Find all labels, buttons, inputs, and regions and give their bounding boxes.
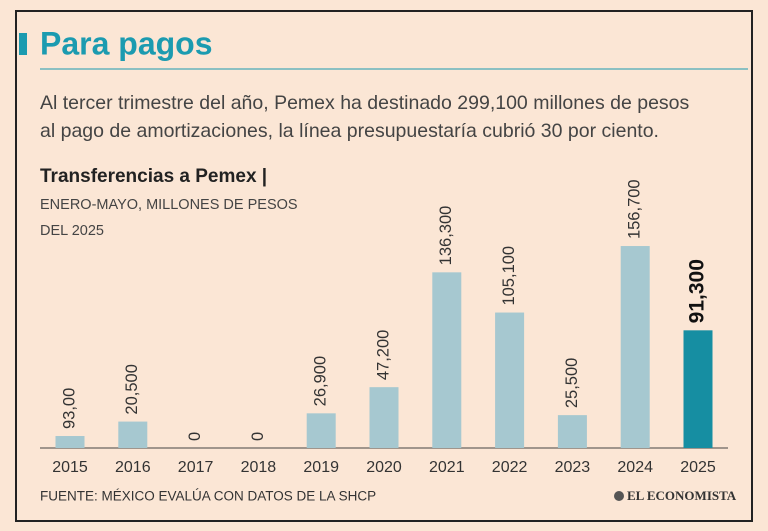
subtitle: Al tercer trimestre del año, Pemex ha de… xyxy=(40,92,690,114)
bar xyxy=(118,421,148,448)
value-label: 26,900 xyxy=(312,356,330,406)
x-tick-label: 2018 xyxy=(241,459,277,476)
bar xyxy=(55,436,85,448)
value-label: 25,500 xyxy=(563,358,581,408)
x-tick-label: 2022 xyxy=(492,459,528,476)
value-label: 105,100 xyxy=(500,246,518,306)
value-label: 93,00 xyxy=(60,388,78,429)
x-tick-label: 2024 xyxy=(617,459,653,476)
value-label: 47,200 xyxy=(374,330,392,380)
frame xyxy=(15,10,753,522)
value-label: 91,300 xyxy=(686,259,709,323)
x-tick-label: 2025 xyxy=(680,459,716,476)
bar xyxy=(557,415,587,448)
x-tick-label: 2021 xyxy=(429,459,465,476)
chart-title: Transferencias a Pemex | xyxy=(40,166,267,187)
x-tick-label: 2023 xyxy=(555,459,591,476)
source: FUENTE: MÉXICO EVALÚA CON DATOS DE LA SH… xyxy=(40,489,376,504)
value-label: 20,500 xyxy=(123,364,141,414)
bar xyxy=(495,312,525,448)
x-tick-label: 2019 xyxy=(303,459,339,476)
title: Para pagos xyxy=(40,25,213,61)
title-marker xyxy=(19,33,27,55)
value-label: 136,300 xyxy=(437,206,455,266)
brand-icon xyxy=(614,491,624,501)
note: ENERO-MAYO, MILLONES DE PESOS xyxy=(40,197,298,213)
bar xyxy=(306,413,336,448)
value-label: 156,700 xyxy=(626,179,644,239)
bar xyxy=(683,330,713,448)
bar xyxy=(620,246,650,448)
x-tick-label: 2017 xyxy=(178,459,214,476)
value-label: 0 xyxy=(249,432,267,441)
brand: EL ECONOMISTA xyxy=(627,488,737,503)
x-tick-label: 2015 xyxy=(52,459,88,476)
bar xyxy=(432,272,462,448)
x-tick-label: 2016 xyxy=(115,459,151,476)
value-label: 0 xyxy=(186,432,204,441)
subtitle: al pago de amortizaciones, la línea pres… xyxy=(40,120,659,142)
x-tick-label: 2020 xyxy=(366,459,402,476)
note: DEL 2025 xyxy=(40,223,104,239)
bar xyxy=(369,387,399,448)
